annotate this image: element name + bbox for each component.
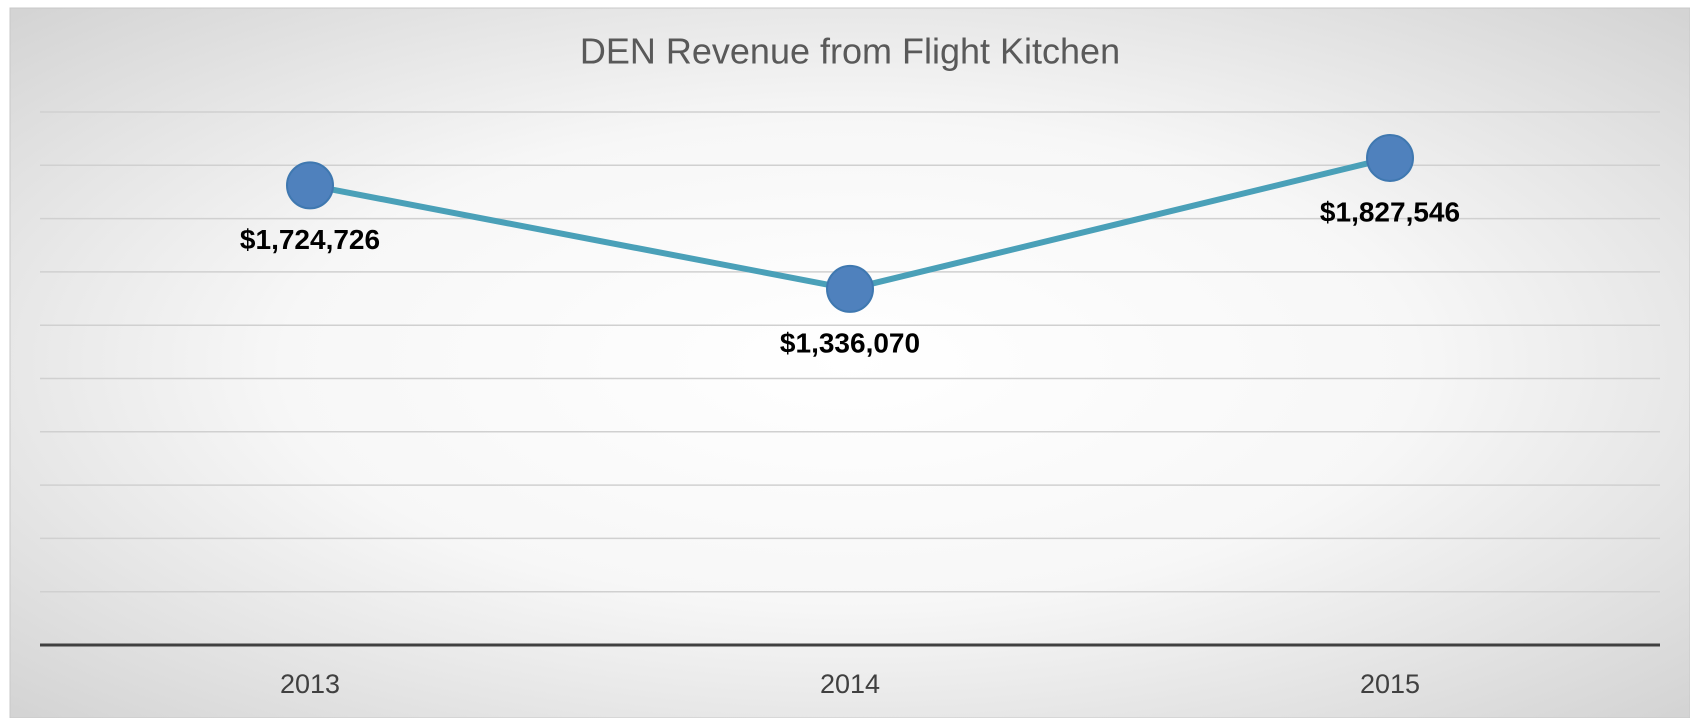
data-label: $1,336,070 (780, 327, 920, 358)
data-label: $1,724,726 (240, 224, 380, 255)
x-tick-label: 2014 (820, 669, 880, 699)
marker (826, 264, 874, 313)
marker (286, 161, 334, 210)
chart-area (9, 7, 1690, 718)
data-label: $1,827,546 (1320, 196, 1460, 227)
x-tick-label: 2013 (280, 669, 340, 699)
chart-title: DEN Revenue from Flight Kitchen (580, 31, 1120, 72)
x-tick-label: 2015 (1360, 669, 1420, 699)
marker (1366, 133, 1414, 182)
